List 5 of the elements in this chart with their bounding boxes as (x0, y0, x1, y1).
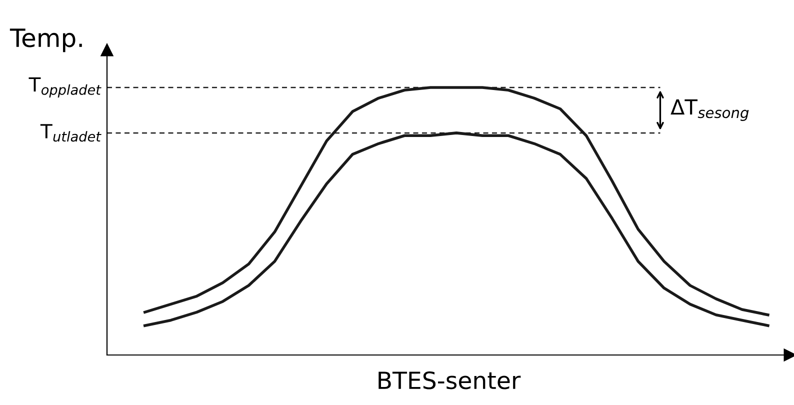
annotation: ΔT$_{sesong}$ (670, 99, 749, 122)
y-axis-title: Temp. (10, 28, 82, 52)
ref-line-label: T$_{utladet}$ (40, 124, 102, 142)
ref-line-label: T$_{oppladet}$ (28, 77, 102, 98)
x-axis-title: BTES-senter (378, 371, 521, 390)
